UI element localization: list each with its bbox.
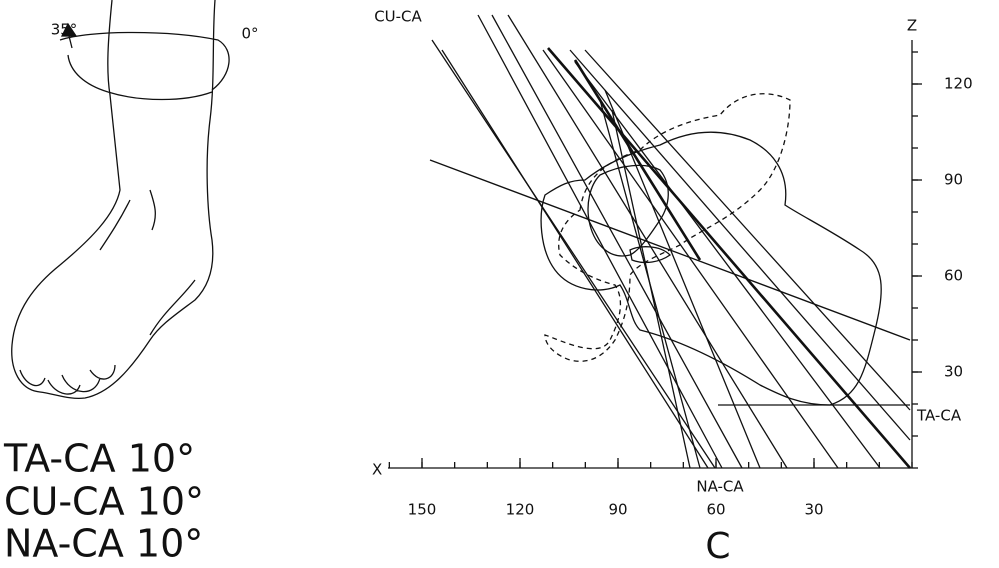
line-label: CU-CA — [374, 8, 422, 26]
z-axis-label: Z — [907, 17, 917, 35]
angle-label: NA-CA 10° — [4, 522, 203, 566]
axis-lines — [429, 14, 911, 469]
ticks: 150 120 90 60 30 120 90 60 30 — [388, 51, 973, 519]
x-tick-label: 120 — [506, 501, 535, 519]
x-tick-label: 150 — [408, 501, 437, 519]
rotation-start: 35° — [51, 21, 78, 39]
panel-label: C — [705, 526, 730, 567]
z-tick-label: 60 — [944, 267, 963, 285]
bone-outlines — [540, 93, 882, 406]
line-label: NA-CA — [696, 478, 744, 496]
x-tick-label: 60 — [706, 501, 725, 519]
rotation-end: 0° — [241, 25, 258, 43]
x-tick-label: 90 — [608, 501, 627, 519]
z-tick-label: 120 — [944, 75, 973, 93]
z-tick-label: 30 — [944, 363, 963, 381]
x-tick-label: 30 — [804, 501, 823, 519]
angle-label: CU-CA 10° — [4, 480, 204, 524]
angle-label: TA-CA 10° — [3, 437, 195, 481]
foot-drawing — [11, 0, 230, 400]
z-tick-label: 90 — [944, 171, 963, 189]
line-label: TA-CA — [916, 407, 962, 425]
x-axis-label: X — [372, 461, 382, 479]
